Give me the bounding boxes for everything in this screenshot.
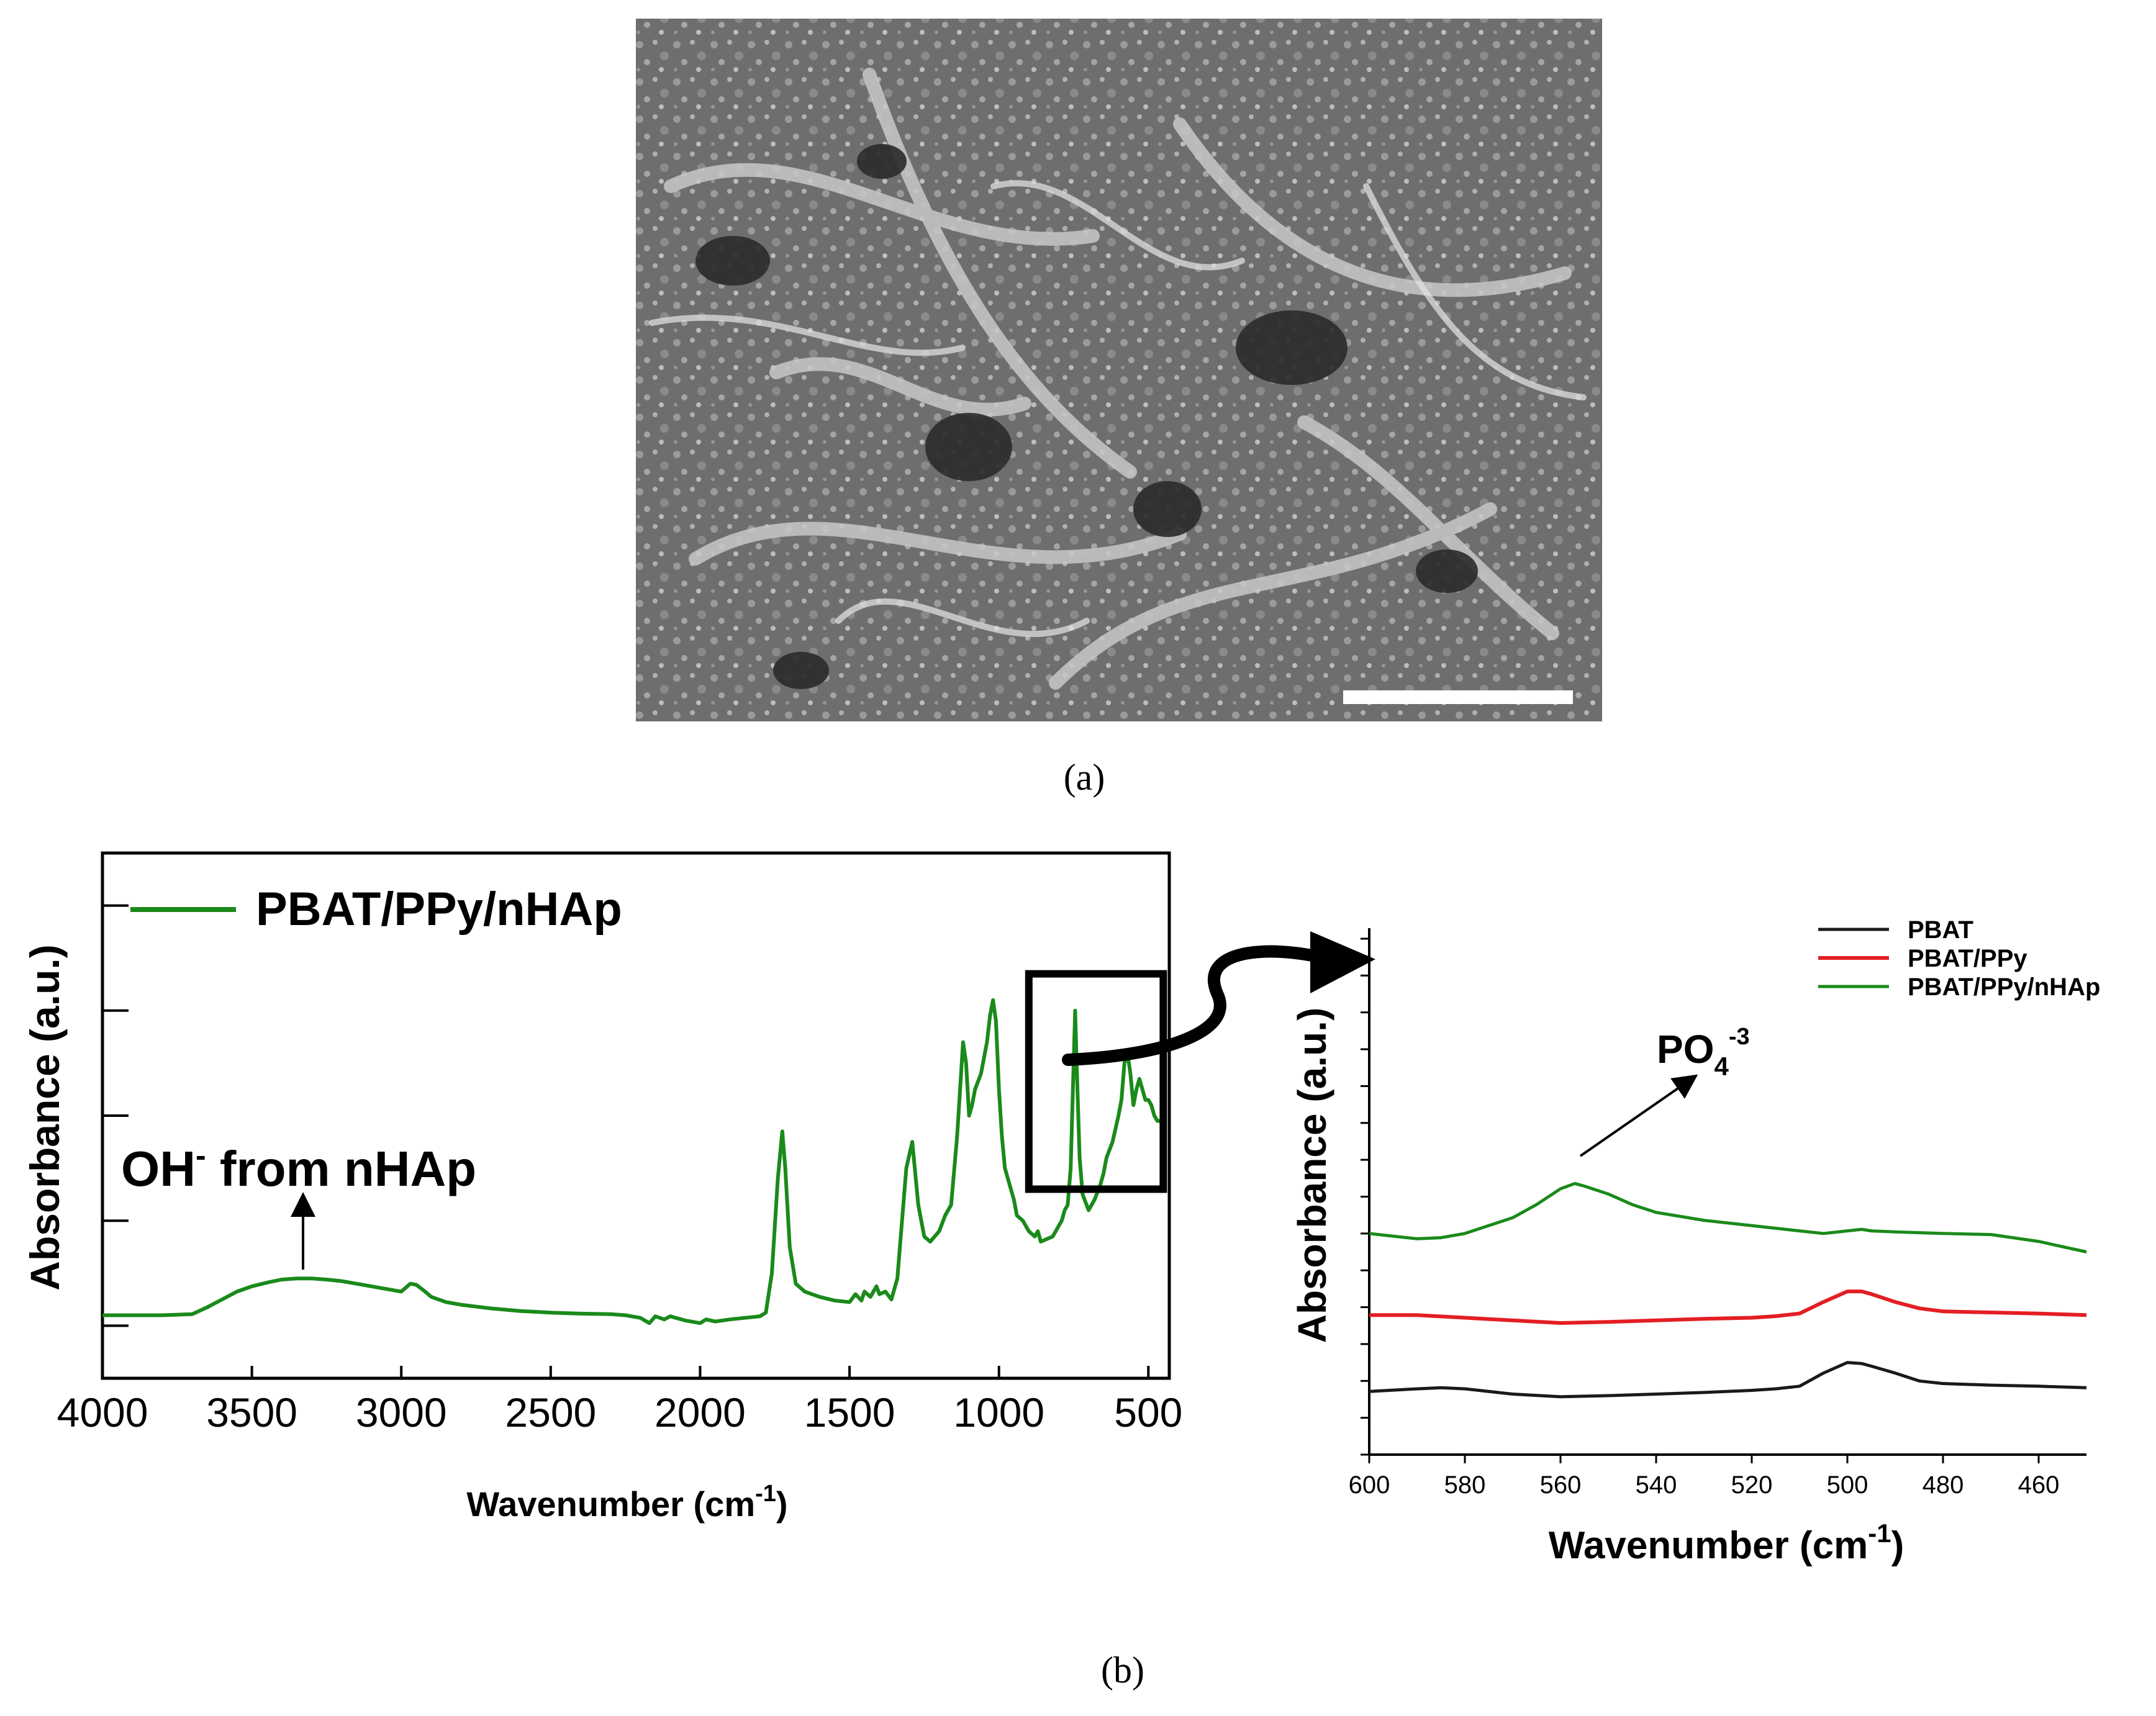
- main-x-ticks: [101, 1366, 1150, 1378]
- po4-annotation: PO4-3: [1579, 1024, 1750, 1157]
- series-line-pbat: [1369, 1361, 2087, 1399]
- legend-label-pbat-ppy: PBAT/PPy: [1908, 945, 2027, 972]
- caption-b: (b): [1101, 1650, 1144, 1691]
- inset-x-tick-label: 560: [1540, 1471, 1582, 1499]
- inset-y-ticks: [1361, 937, 1369, 1456]
- inset-spectrum-chart: 600 580 560 540 520 500 480 460 PBAT PBAT/PPy P…: [1290, 916, 2100, 1567]
- legend-label-pbat-ppy-nhap: PBAT/PPy/nHAp: [256, 883, 622, 936]
- inset-y-axis-title: Absorbance (a.u.): [1290, 1008, 1334, 1343]
- main-y-axis-title: Absorbance (a.u.): [22, 944, 68, 1290]
- inset-x-tick-label: 580: [1444, 1471, 1486, 1499]
- zoom-region-box: [1025, 970, 1167, 1193]
- main-x-tick-label: 500: [1114, 1389, 1182, 1435]
- inset-x-tick-label: 600: [1349, 1471, 1390, 1499]
- inset-x-ticks: [1368, 1455, 2040, 1463]
- caption-a: (a): [1064, 757, 1105, 798]
- zoom-connector-arrow: [1062, 931, 1375, 1066]
- main-x-tick-labels: 4000 3500 3000 2500 2000 1500 1000 500: [57, 1389, 1183, 1435]
- inset-x-tick-label: 540: [1636, 1471, 1677, 1499]
- panel-a: (a): [636, 19, 1602, 798]
- legend-label-pbat-ppy-nhap-inset: PBAT/PPy/nHAp: [1908, 973, 2100, 1001]
- inset-x-tick-label: 480: [1923, 1471, 1964, 1499]
- legend-label-pbat: PBAT: [1908, 916, 1973, 944]
- main-x-tick-label: 1500: [804, 1389, 895, 1435]
- main-spectrum-chart: 4000 3500 3000 2500 2000 1500 1000 500 PBAT/PPy…: [22, 851, 1183, 1524]
- po4-annotation-text: PO4-3: [1657, 1024, 1750, 1081]
- main-x-tick-label: 3000: [356, 1389, 447, 1435]
- series-line-pbat-ppy-nhap-inset: [1369, 1181, 2087, 1253]
- series-line-pbat-ppy: [1369, 1289, 2087, 1325]
- main-legend: PBAT/PPy/nHAp: [130, 883, 622, 936]
- inset-x-tick-label: 520: [1731, 1471, 1773, 1499]
- oh-annotation: OH- from nHAp: [121, 1138, 476, 1270]
- main-y-ticks: [102, 904, 129, 1327]
- main-x-tick-label: 4000: [57, 1389, 148, 1435]
- oh-annotation-text: OH- from nHAp: [121, 1138, 476, 1196]
- inset-x-tick-label: 500: [1827, 1471, 1868, 1499]
- inset-x-axis-title: Wavenumber (cm-1): [1549, 1519, 1905, 1567]
- main-x-tick-label: 1000: [953, 1389, 1044, 1435]
- inset-x-tick-labels: 600 580 560 540 520 500 480 460: [1349, 1471, 2060, 1499]
- main-x-tick-label: 2500: [505, 1389, 596, 1435]
- main-x-tick-label: 3500: [206, 1389, 297, 1435]
- po4-annotation-arrow: [1579, 1074, 1698, 1157]
- inset-legend: PBAT PBAT/PPy PBAT/PPy/nHAp: [1818, 916, 2100, 1001]
- inset-x-tick-label: 460: [2018, 1471, 2060, 1499]
- main-x-axis-title: Wavenumber (cm-1): [466, 1481, 787, 1524]
- main-x-tick-label: 2000: [654, 1389, 746, 1435]
- scale-bar: [1343, 690, 1573, 704]
- sem-micrograph: [636, 19, 1602, 721]
